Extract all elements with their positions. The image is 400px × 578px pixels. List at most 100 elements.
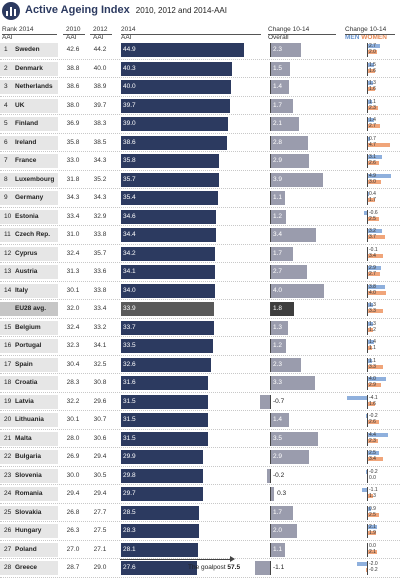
men-change-value: 1.5 bbox=[369, 63, 376, 68]
women-change-value: 3.3 bbox=[369, 365, 376, 370]
gender-zero-line bbox=[367, 543, 368, 557]
change-overall-value: 4.0 bbox=[273, 287, 282, 294]
rank-cell: 4 bbox=[4, 102, 8, 109]
change-zero-line bbox=[270, 487, 271, 501]
rank-cell: 17 bbox=[4, 361, 11, 368]
change-overall-value: 1.3 bbox=[273, 324, 282, 331]
aai-2010-value: 32.4 bbox=[62, 324, 84, 331]
change-overall-value: 1.2 bbox=[273, 213, 282, 220]
aai-2010-value: 31.0 bbox=[62, 231, 84, 238]
aai-2014-value: 39.0 bbox=[123, 120, 136, 127]
men-change-value: 1.1 bbox=[369, 359, 376, 364]
country-name: Malta bbox=[15, 435, 32, 442]
aai-2014-bar bbox=[121, 99, 230, 113]
aai-2012-value: 33.4 bbox=[89, 305, 111, 312]
rank-cell: 6 bbox=[4, 139, 8, 146]
header-gender-line1: Change 10-14 bbox=[345, 26, 387, 34]
gender-zero-line bbox=[367, 432, 368, 446]
aai-2010-value: 42.6 bbox=[62, 46, 84, 53]
aai-2014-bar bbox=[121, 136, 227, 150]
change-overall-value: 3.4 bbox=[273, 231, 282, 238]
change-zero-line bbox=[270, 265, 271, 279]
country-name: Finland bbox=[15, 120, 38, 127]
aai-2014-value: 34.6 bbox=[123, 213, 136, 220]
change-zero-line bbox=[270, 302, 271, 316]
aai-2012-value: 33.8 bbox=[89, 287, 111, 294]
aai-2010-value: 31.3 bbox=[62, 268, 84, 275]
change-zero-line bbox=[270, 450, 271, 464]
header-rule-rank bbox=[2, 34, 57, 35]
aai-2012-value: 30.5 bbox=[89, 472, 111, 479]
women-change-value: 1.6 bbox=[369, 402, 376, 407]
header-change-line1: Change 10-14 bbox=[268, 26, 309, 34]
country-name: Greece bbox=[15, 564, 37, 571]
country-name: Luxembourg bbox=[15, 176, 54, 183]
rank-cell: 26 bbox=[4, 527, 11, 534]
change-zero-line bbox=[270, 358, 271, 372]
change-overall-value: 1.7 bbox=[273, 102, 282, 109]
change-overall-value: 1.4 bbox=[273, 416, 282, 423]
rank-cell: 20 bbox=[4, 416, 11, 423]
change-overall-value: 1.1 bbox=[273, 546, 282, 553]
change-zero-line bbox=[270, 62, 271, 76]
aai-2014-value: 38.6 bbox=[123, 139, 136, 146]
aai-2012-value: 29.4 bbox=[89, 490, 111, 497]
change-overall-value: 2.3 bbox=[273, 361, 282, 368]
women-change-value: 2.7 bbox=[369, 124, 376, 129]
change-overall-value: -0.2 bbox=[273, 472, 284, 479]
aai-2010-value: 32.2 bbox=[62, 398, 84, 405]
gender-zero-line bbox=[367, 173, 368, 187]
goalpost-arrow bbox=[120, 559, 232, 560]
women-change-value: 3.0 bbox=[369, 180, 376, 185]
aai-2012-value: 32.5 bbox=[89, 361, 111, 368]
change-overall-value: 2.7 bbox=[273, 268, 282, 275]
aai-2012-value: 38.3 bbox=[89, 120, 111, 127]
aai-2012-value: 29.6 bbox=[89, 398, 111, 405]
gender-zero-line bbox=[367, 376, 368, 390]
aai-2012-value: 30.6 bbox=[89, 435, 111, 442]
aai-2014-bar bbox=[121, 43, 244, 57]
aai-2010-value: 30.4 bbox=[62, 361, 84, 368]
men-change-value: 0.0 bbox=[369, 544, 376, 549]
country-name: Netherlands bbox=[15, 83, 53, 90]
title-bar: Active Ageing Index 2010, 2012 and 2014-… bbox=[2, 2, 398, 20]
aai-2010-value: 38.8 bbox=[62, 65, 84, 72]
aai-2012-value: 38.9 bbox=[89, 83, 111, 90]
men-change-bar bbox=[357, 562, 367, 566]
change-overall-value: 1.5 bbox=[273, 65, 282, 72]
header-2010-line1: 2010 bbox=[66, 26, 80, 34]
change-zero-line bbox=[270, 339, 271, 353]
women-change-value: 0.0 bbox=[369, 476, 376, 481]
women-change-value: 2.6 bbox=[369, 420, 376, 425]
country-name: Italy bbox=[15, 287, 28, 294]
men-change-value: -4.1 bbox=[369, 396, 378, 401]
women-change-value: 2.6 bbox=[369, 161, 376, 166]
country-name: Slovakia bbox=[15, 509, 41, 516]
aai-2010-value: 32.3 bbox=[62, 342, 84, 349]
country-name: Slovenia bbox=[15, 472, 42, 479]
change-zero-line bbox=[270, 136, 271, 150]
women-change-value: 2.3 bbox=[369, 106, 376, 111]
change-zero-line bbox=[270, 376, 271, 390]
aai-2014-value: 35.4 bbox=[123, 194, 136, 201]
women-change-value: 2.3 bbox=[369, 439, 376, 444]
aai-2014-value: 40.3 bbox=[123, 65, 136, 72]
country-name: Sweden bbox=[15, 46, 40, 53]
men-change-value: 4.4 bbox=[369, 433, 376, 438]
change-overall-value: 1.4 bbox=[273, 83, 282, 90]
goalpost-label: The goalpost bbox=[188, 564, 226, 571]
header-rule-gender bbox=[345, 34, 395, 35]
change-overall-bar bbox=[260, 395, 270, 409]
